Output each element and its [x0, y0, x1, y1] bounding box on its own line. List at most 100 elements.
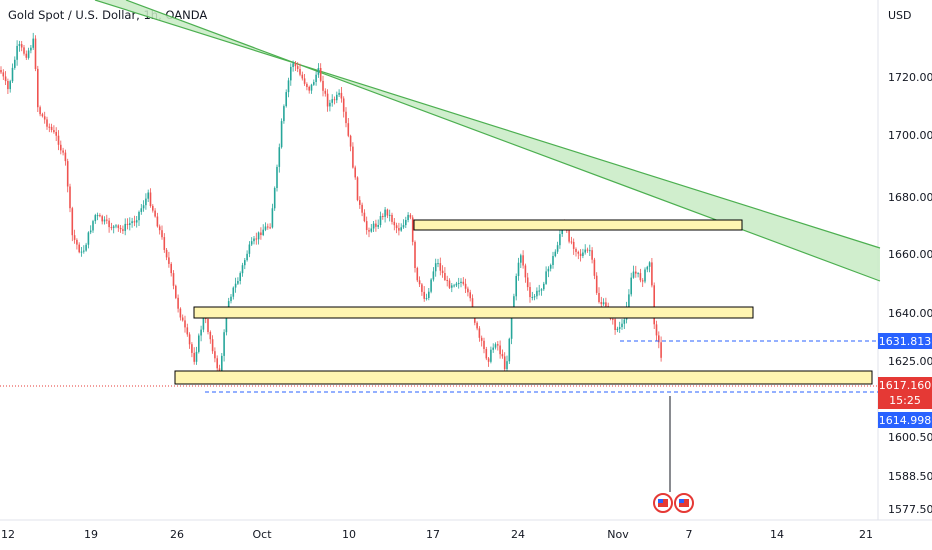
candle	[2, 69, 5, 80]
candle	[11, 63, 14, 83]
candle	[303, 74, 306, 86]
candle	[517, 257, 520, 281]
candle	[276, 164, 278, 192]
candle	[94, 213, 97, 224]
candle	[545, 266, 547, 285]
candle	[639, 268, 642, 283]
bar-countdown: 15:25	[889, 394, 921, 407]
candle	[586, 247, 589, 253]
candle	[499, 340, 501, 359]
candle	[326, 89, 329, 112]
candle	[421, 283, 423, 296]
candle	[285, 89, 287, 108]
candle	[149, 188, 152, 208]
candle	[501, 349, 504, 359]
support-zone[interactable]	[174, 370, 873, 385]
us-flag-icon[interactable]	[653, 493, 673, 513]
candle	[273, 186, 276, 211]
candle	[294, 61, 297, 71]
candle	[352, 142, 354, 169]
candle	[531, 291, 534, 301]
candle	[0, 66, 2, 74]
candle	[402, 219, 405, 229]
trend-channel-upper-line[interactable]	[94, 0, 881, 249]
trend-channel-lower-line[interactable]	[125, 0, 881, 282]
candle	[287, 77, 290, 98]
candle	[112, 225, 115, 234]
time-tick-label: 14	[770, 528, 784, 541]
level-2-value: 1614.998	[879, 414, 932, 427]
candle	[437, 258, 439, 268]
candle	[345, 107, 347, 128]
candle	[547, 266, 550, 278]
candle	[416, 266, 419, 283]
candle	[48, 123, 51, 133]
candle	[386, 208, 389, 219]
candle	[216, 355, 218, 374]
mid-support-zone[interactable]	[193, 306, 754, 319]
candle	[538, 284, 540, 296]
candle	[161, 225, 163, 240]
candles	[0, 32, 662, 381]
candle	[135, 216, 138, 228]
candle	[255, 232, 258, 245]
candle	[253, 236, 255, 245]
candle	[455, 281, 458, 287]
candle	[377, 219, 379, 229]
candle	[78, 242, 80, 254]
candle	[269, 223, 271, 230]
candle	[106, 214, 108, 224]
candle	[356, 176, 359, 202]
price-axis[interactable]: 1720.000 1700.000 1680.000 1660.000 1640.000…	[888, 71, 932, 516]
candle	[485, 346, 488, 361]
supply-zone[interactable]	[413, 219, 743, 231]
candle	[446, 275, 448, 287]
time-tick-label: 24	[511, 528, 525, 541]
candle	[342, 96, 345, 118]
candle	[363, 209, 366, 223]
candle	[110, 222, 113, 231]
trend-channel[interactable]	[95, 0, 880, 281]
candle	[584, 244, 586, 255]
candle	[370, 224, 373, 233]
candle	[278, 143, 281, 173]
candle	[549, 263, 552, 272]
level-1-badge: 1631.813	[878, 333, 932, 349]
candle	[655, 320, 658, 341]
candle	[115, 224, 117, 229]
candle	[520, 253, 522, 268]
candle	[533, 294, 536, 301]
candle	[324, 88, 327, 97]
price-tick-label: 1680.000	[888, 191, 932, 204]
candle	[524, 263, 527, 283]
candle	[168, 251, 170, 268]
candle	[101, 214, 103, 225]
candle	[414, 240, 416, 273]
candle	[508, 337, 511, 364]
candle	[336, 91, 338, 104]
candle	[388, 209, 391, 222]
candle	[133, 215, 136, 227]
time-axis[interactable]: 12 19 26 Oct 10 17 24 Nov 7 14 21	[1, 528, 873, 541]
candle	[158, 224, 161, 235]
candle	[18, 40, 21, 52]
candle	[460, 278, 462, 288]
candle	[30, 45, 32, 54]
candle	[315, 71, 317, 86]
us-flag-icon[interactable]	[674, 493, 694, 513]
candle	[152, 204, 154, 213]
time-tick-label: 17	[426, 528, 440, 541]
candle	[593, 257, 596, 280]
candle	[322, 75, 324, 97]
candle	[87, 231, 90, 249]
level-1-value: 1631.813	[879, 335, 932, 348]
candle	[129, 217, 131, 231]
candle	[156, 212, 159, 228]
time-tick-label: 7	[686, 528, 693, 541]
candle	[237, 277, 239, 285]
candle	[497, 341, 499, 351]
candle	[658, 331, 660, 349]
candle	[515, 273, 517, 301]
price-tick-label: 1625.000	[888, 355, 932, 368]
